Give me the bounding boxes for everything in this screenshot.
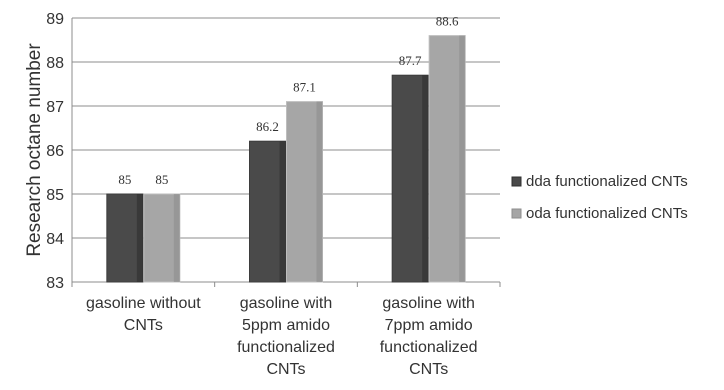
x-category-label: 5ppm amido: [242, 317, 330, 334]
bar-shade: [422, 75, 429, 282]
data-label: 85: [155, 172, 168, 187]
y-tick-label: 86: [46, 143, 64, 160]
y-tick-label: 87: [46, 99, 64, 116]
tick-labels: 83 84 85 86 87 88 89 gasoline without CNTs gasoli…: [46, 11, 477, 378]
x-category-label: gasoline with: [382, 295, 475, 312]
x-category-label: gasoline without: [86, 295, 201, 312]
y-tick-label: 85: [46, 187, 64, 204]
data-label: 87.7: [399, 53, 422, 68]
x-category-label: functionalized: [237, 339, 335, 356]
bar-shade: [316, 101, 323, 282]
y-axis-title: Research octane number: [24, 43, 45, 257]
bar-shade: [173, 194, 180, 282]
bars: [106, 35, 466, 283]
y-tick-label: 88: [46, 55, 64, 72]
x-category-label: functionalized: [380, 339, 478, 356]
legend-swatch: [511, 208, 522, 219]
x-category-label: gasoline with: [240, 295, 333, 312]
bar-shade: [279, 141, 286, 282]
data-label: 88.6: [436, 14, 459, 29]
data-label: 87.1: [293, 80, 316, 95]
data-label: 85: [118, 172, 131, 187]
x-category-label: CNTs: [124, 317, 163, 334]
bar-shade: [136, 194, 143, 282]
x-category-label: CNTs: [409, 361, 448, 378]
data-label: 86.2: [256, 119, 279, 134]
x-category-label: 7ppm amido: [385, 317, 473, 334]
y-tick-label: 83: [46, 275, 64, 292]
legend-label: oda functionalized CNTs: [526, 205, 688, 222]
legend: dda functionalized CNTs oda functionalize…: [511, 173, 688, 222]
data-labels: 85 85 86.2 87.1 87.7 88.6: [118, 14, 459, 187]
y-tick-label: 84: [46, 231, 64, 248]
y-tick-label: 89: [46, 11, 64, 28]
bar-shade: [459, 35, 466, 282]
legend-label: dda functionalized CNTs: [526, 173, 688, 190]
legend-swatch: [511, 176, 522, 187]
x-category-label: CNTs: [266, 361, 305, 378]
